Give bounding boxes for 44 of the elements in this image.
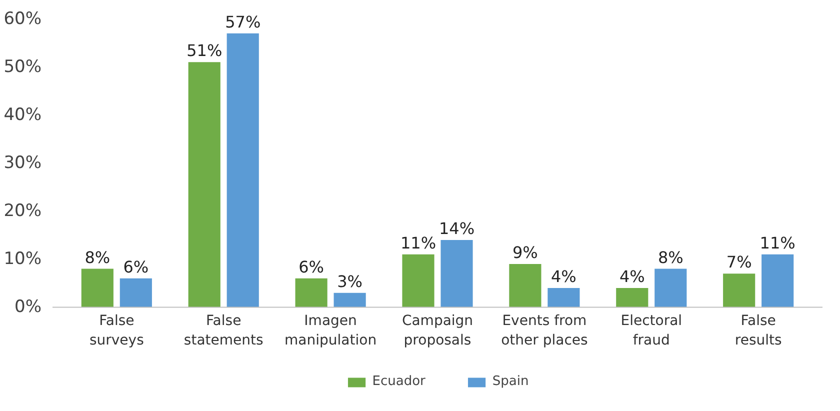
y-tick-label: 10% — [4, 249, 42, 270]
bar — [440, 240, 473, 308]
x-tick-label: Imagen manipulation — [284, 313, 377, 348]
bar — [188, 62, 220, 308]
data-label: 8% — [658, 248, 684, 267]
data-label: 9% — [512, 242, 538, 262]
bar — [762, 254, 794, 308]
x-tick-label: Campaign proposals — [402, 313, 474, 348]
data-label: 7% — [726, 252, 752, 272]
bar — [334, 292, 366, 308]
data-label: 6% — [298, 257, 324, 276]
x-tick-label: False statements — [184, 313, 264, 348]
data-label: 11% — [760, 233, 796, 252]
y-tick-label: 0% — [14, 297, 42, 318]
bar — [723, 274, 756, 308]
data-label: 4% — [619, 267, 645, 286]
bar — [295, 278, 328, 308]
x-tick-label: Electoral fraud — [620, 313, 682, 348]
y-tick-label: 40% — [4, 105, 42, 126]
bar — [509, 264, 542, 308]
y-tick-label: 50% — [4, 56, 42, 77]
y-tick-label: 30% — [4, 153, 42, 174]
data-label: 51% — [186, 41, 222, 60]
bar — [81, 268, 114, 308]
legend-label: Ecuador — [372, 374, 426, 389]
legend-label: Spain — [492, 374, 529, 389]
y-tick-label: 20% — [4, 201, 42, 222]
x-tick-label: False surveys — [89, 313, 144, 348]
bar — [402, 254, 434, 308]
data-label: 57% — [225, 12, 261, 32]
bar — [226, 33, 259, 308]
bar — [654, 268, 687, 308]
data-label: 11% — [400, 233, 436, 252]
data-label: 4% — [551, 267, 576, 286]
y-tick-label: 60% — [4, 8, 42, 29]
x-tick-label: False results — [734, 313, 782, 348]
data-label: 6% — [123, 257, 149, 276]
data-label: 8% — [84, 248, 110, 267]
bar — [548, 288, 580, 308]
bar — [120, 278, 152, 308]
bar — [616, 288, 648, 308]
data-label: 3% — [337, 272, 363, 291]
data-label: 14% — [438, 218, 475, 238]
x-tick-label: Events from other places — [501, 313, 588, 348]
